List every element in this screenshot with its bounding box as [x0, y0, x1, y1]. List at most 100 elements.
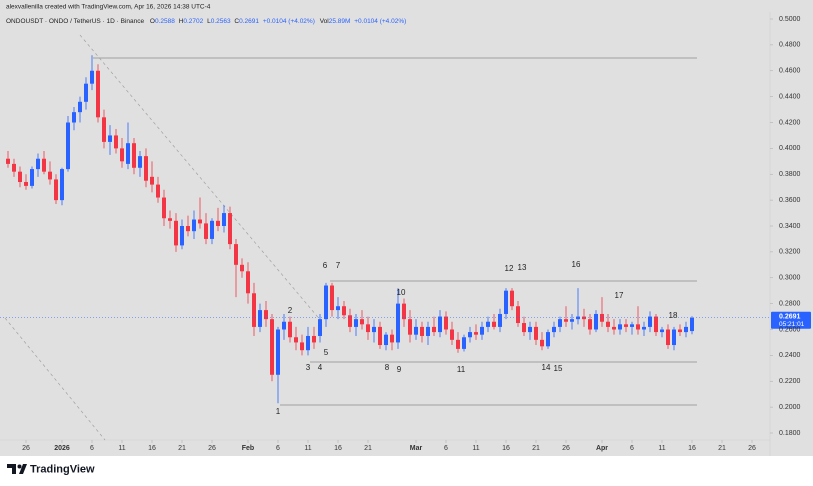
volume: 25.89M	[329, 18, 351, 25]
candle-body	[588, 319, 592, 330]
candle-body	[162, 197, 166, 219]
wave-label: 8	[385, 363, 390, 372]
candles	[6, 55, 694, 404]
candle-body	[60, 169, 64, 201]
h-label: H	[179, 18, 184, 25]
candle-body	[222, 213, 226, 226]
logo-mark	[19, 464, 27, 474]
chart-background	[0, 0, 813, 456]
candle-body	[666, 329, 670, 346]
wave-label: 7	[336, 261, 341, 270]
candle-body	[288, 321, 292, 338]
vol-change: +0.0104 (+4.02%)	[354, 18, 406, 25]
candle-body	[408, 319, 412, 335]
x-tick-label: 21	[364, 445, 372, 452]
brand: TradingView	[30, 463, 95, 475]
candle-body	[36, 158, 40, 170]
trend-line	[79, 34, 323, 323]
candle-body	[576, 316, 580, 320]
candle-body	[414, 326, 418, 335]
candle-body	[156, 184, 160, 198]
candle-body	[78, 101, 82, 113]
candle-body	[312, 335, 316, 343]
y-tick-label: 0.2000	[779, 404, 801, 411]
x-tick-label: 11	[658, 445, 665, 452]
x-tick-label: 11	[304, 445, 311, 452]
candle-body	[180, 226, 184, 246]
wave-label: 3	[306, 363, 311, 372]
x-tick-label: 11	[118, 445, 125, 452]
x-tick-label: 26	[748, 445, 756, 452]
wave-label: 13	[518, 263, 527, 272]
y-tick-label: 0.4400	[779, 93, 801, 100]
candle-body	[270, 319, 274, 375]
y-tick-label: 0.4800	[779, 42, 801, 49]
candle-body	[72, 112, 76, 123]
y-tick-label: 0.2600	[779, 326, 801, 333]
candle-body	[594, 313, 598, 330]
y-tick-label: 0.3600	[779, 197, 801, 204]
candle-body	[690, 317, 694, 332]
candle-body	[618, 324, 622, 330]
candle-body	[144, 156, 148, 181]
candle-body	[186, 226, 190, 232]
candle-body	[504, 290, 508, 314]
candle-body	[216, 220, 220, 226]
candle-body	[150, 176, 154, 185]
x-tick-label: 16	[502, 445, 510, 452]
candle-body	[456, 339, 460, 349]
y-tick-label: 0.2400	[779, 352, 801, 359]
wave-label: 14	[542, 363, 551, 372]
candle-body	[528, 326, 532, 333]
x-tick-label: 26	[208, 445, 216, 452]
credit: alexvallenilla created with TradingView.…	[6, 4, 211, 11]
candle-body	[276, 329, 280, 375]
candle-body	[642, 326, 646, 330]
drawings	[4, 34, 697, 441]
candle-body	[138, 156, 142, 168]
y-tick-label: 0.1800	[779, 430, 801, 437]
candle-body	[258, 310, 262, 327]
x-tick-label: 16	[148, 445, 156, 452]
candle-body	[48, 171, 52, 180]
candle-body	[168, 218, 172, 221]
x-tick-label: 16	[334, 445, 342, 452]
wave-label: 15	[554, 364, 563, 373]
low-value: 0.2563	[211, 18, 231, 25]
x-tick-label: Feb	[242, 445, 254, 452]
candle-body	[672, 329, 676, 346]
x-tick-label: 6	[630, 445, 634, 452]
candle-body	[612, 326, 616, 330]
wave-label: 4	[318, 363, 323, 372]
candle-body	[366, 324, 370, 333]
candle-body	[558, 319, 562, 327]
y-tick-label: 0.3200	[779, 249, 801, 256]
x-tick-label: 2026	[54, 445, 70, 452]
candle-body	[420, 326, 424, 336]
candle-body	[324, 285, 328, 320]
candle-body	[534, 326, 538, 340]
candle-body	[660, 329, 664, 333]
candle-body	[120, 148, 124, 162]
x-tick-label: 26	[22, 445, 30, 452]
o-label: O	[150, 18, 155, 25]
symbol: ONDOUSDT · ONDO / TetherUS · 1D · Binanc…	[6, 18, 144, 25]
candle-body	[54, 179, 58, 201]
candle-body	[228, 213, 232, 245]
candle-body	[540, 339, 544, 347]
candle-body	[132, 143, 136, 168]
y-tick-label: 0.3800	[779, 171, 801, 178]
x-tick-label: 26	[562, 445, 570, 452]
y-tick-label: 0.2800	[779, 300, 801, 307]
wave-label: 6	[323, 261, 328, 270]
candle-body	[498, 313, 502, 327]
candle-body	[192, 219, 196, 232]
wave-label: 5	[324, 348, 329, 357]
candle-body	[564, 319, 568, 322]
close-value: 0.2691	[239, 18, 259, 25]
candle-body	[486, 321, 490, 327]
candle-body	[24, 182, 28, 186]
candle-body	[552, 326, 556, 333]
